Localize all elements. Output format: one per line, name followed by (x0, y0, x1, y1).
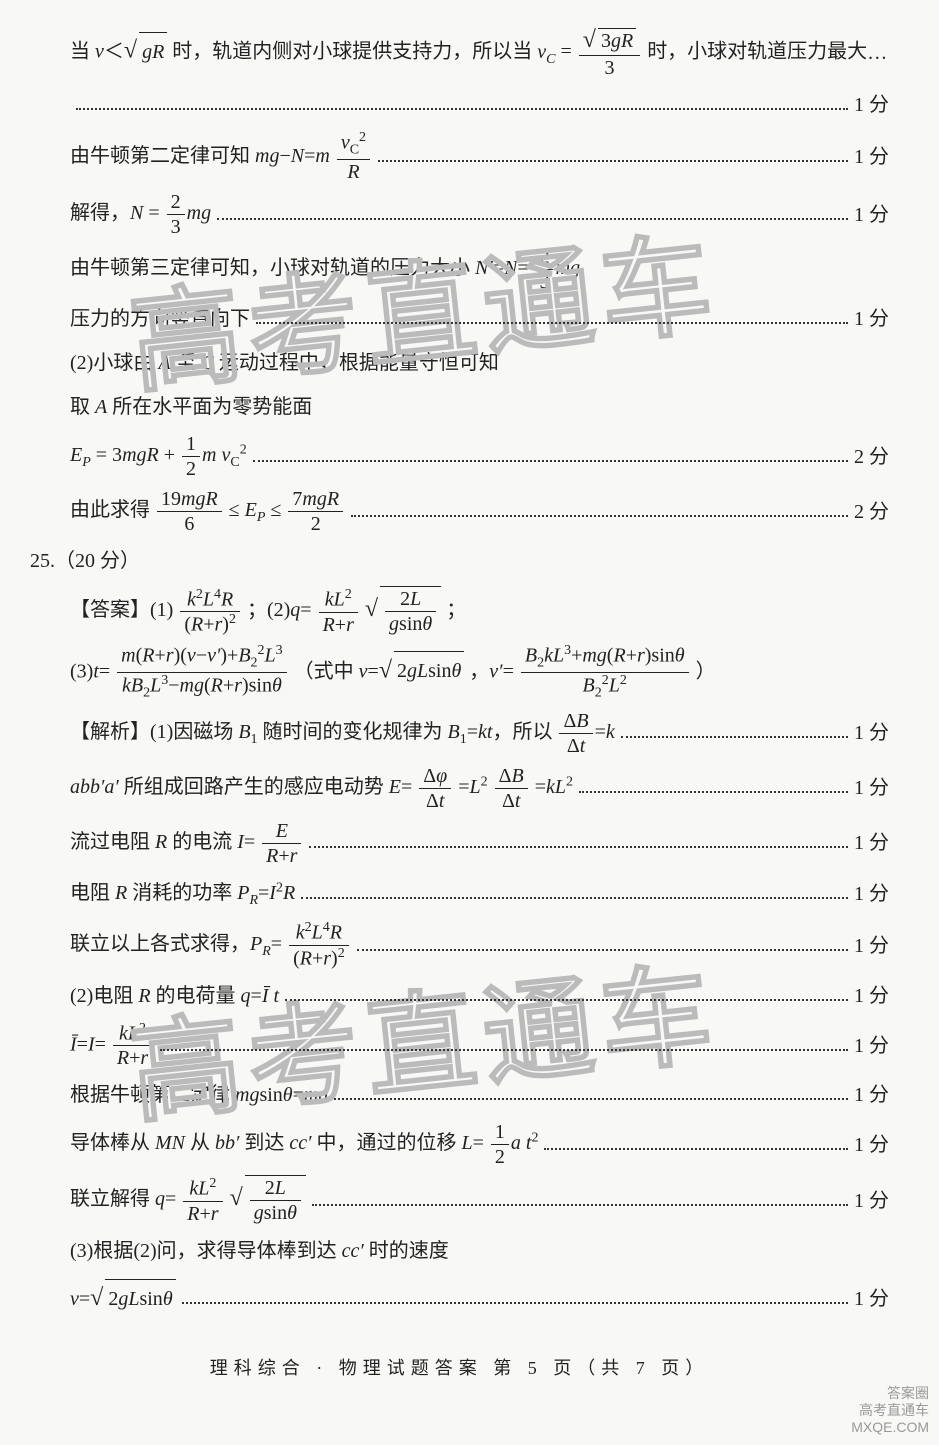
dots (351, 515, 848, 517)
text: 25.（20 分） (30, 542, 140, 580)
score: 1 分 (854, 714, 889, 752)
text: 联立以上各式求得，PR= k2L4R(R+r)2 (70, 920, 351, 970)
dots (579, 791, 848, 793)
corner-watermark: 答案圈 高考直通车 MXQE.COM (851, 1385, 929, 1435)
score: 1 分 (854, 977, 889, 1015)
solution-line: 根据牛顿第二定律 mgsinθ=ma 1 分 (30, 1076, 889, 1114)
solution-line: 解得，N = 23mg 1 分 (30, 190, 889, 239)
solution-line: v=√2gLsinθ 1 分 (30, 1276, 889, 1322)
dots (217, 218, 848, 220)
answer-line: (3)t= m(R+r)(v−v′)+B22L3 kB2L3−mg(R+r)si… (30, 643, 889, 703)
text: 由牛顿第三定律可知，小球对轨道的压力大小 N′=N= 23mg (70, 245, 580, 294)
solution-line: 【解析】(1)因磁场 B1 随时间的变化规律为 B1=kt，所以 ΔBΔt=k … (30, 709, 889, 758)
dots (621, 736, 848, 738)
solution-line: 导体棒从 MN 从 bb′ 到达 cc′ 中，通过的位移 L= 12a t2 1… (30, 1120, 889, 1169)
text: 压力的方向竖直向下 (70, 300, 250, 338)
page-footer: 理科综合 · 物理试题答案 第 5 页（共 7 页） (30, 1351, 889, 1385)
score: 1 分 (854, 1280, 889, 1318)
score: 1 分 (854, 196, 889, 234)
score: 2 分 (854, 438, 889, 476)
dots (544, 1148, 848, 1150)
score: 1 分 (854, 769, 889, 807)
solution-line: 1 分 (30, 86, 889, 124)
text: (3)根据(2)问，求得导体棒到达 cc′ 时的速度 (70, 1232, 449, 1270)
text: abb′a′ 所组成回路产生的感应电动势 E= ΔφΔt =L2 ΔBΔt =k… (70, 764, 573, 813)
solution-line: 联立解得 q= kL2R+r √2Lgsinθ 1 分 (30, 1175, 889, 1225)
solution-line: 取 A 所在水平面为零势能面 (30, 388, 889, 426)
text: 电阻 R 消耗的功率 PR=I2R (70, 874, 295, 915)
solution-line: 流过电阻 R 的电流 I= ER+r 1 分 (30, 819, 889, 868)
text: 取 A 所在水平面为零势能面 (70, 388, 312, 426)
corner-line: 答案圈 (851, 1385, 929, 1402)
text: (2)小球由 A 至 C 运动过程中，根据能量守恒可知 (70, 344, 499, 382)
dots (334, 1098, 848, 1100)
solution-line: (2)电阻 R 的电荷量 q=Ī t 1 分 (30, 977, 889, 1015)
text: Ī=I= kL2R+r (70, 1021, 154, 1071)
solution-line: 由此求得 19mgR6 ≤ EP ≤ 7mgR2 2 分 (30, 487, 889, 536)
answer-line: 【答案】(1) k2L4R(R+r)2 ；(2)q= kL2R+r √2Lgsi… (30, 586, 889, 637)
text: 联立解得 q= kL2R+r √2Lgsinθ (70, 1175, 306, 1225)
corner-line: MXQE.COM (851, 1419, 929, 1436)
dots (309, 846, 848, 848)
solution-line: 当 v＜√gR 时，轨道内侧对小球提供支持力，所以当 vC = √3gR3 时，… (30, 26, 889, 80)
solution-line: 由牛顿第二定律可知 mg−N=m vC2R 1 分 (30, 130, 889, 184)
text: (2)电阻 R 的电荷量 q=Ī t (70, 977, 279, 1015)
text: 根据牛顿第二定律 mgsinθ=ma (70, 1076, 328, 1114)
dots (312, 1204, 848, 1206)
text: 流过电阻 R 的电流 I= ER+r (70, 819, 303, 868)
text: 【答案】(1) k2L4R(R+r)2 ；(2)q= kL2R+r √2Lgsi… (70, 586, 466, 637)
dots (160, 1049, 848, 1051)
score: 1 分 (854, 86, 889, 124)
dots (378, 160, 848, 162)
question-header: 25.（20 分） (30, 542, 889, 580)
dots (253, 460, 848, 462)
text: 当 v＜√gR 时，轨道内侧对小球提供支持力，所以当 vC = √3gR3 时，… (70, 26, 867, 80)
score: 1 分 (854, 875, 889, 913)
score: 1 分 (854, 1126, 889, 1164)
score: 1 分 (854, 300, 889, 338)
dots (301, 897, 848, 899)
text: EP = 3mgR + 12m vC2 (70, 432, 247, 481)
dots (182, 1302, 848, 1304)
text: 由牛顿第二定律可知 mg−N=m vC2R (70, 130, 372, 184)
score: 1 分 (854, 1076, 889, 1114)
dots (256, 322, 848, 324)
solution-line: EP = 3mgR + 12m vC2 2 分 (30, 432, 889, 481)
score: 2 分 (854, 493, 889, 531)
solution-line: Ī=I= kL2R+r 1 分 (30, 1021, 889, 1071)
dots (76, 108, 848, 110)
solution-line: (2)小球由 A 至 C 运动过程中，根据能量守恒可知 (30, 344, 889, 382)
text: v=√2gLsinθ (70, 1276, 176, 1322)
score: 1 分 (854, 824, 889, 862)
corner-line: 高考直通车 (851, 1402, 929, 1419)
score: 1 分 (854, 1182, 889, 1220)
score: 1 分 (854, 1027, 889, 1065)
text: (3)t= m(R+r)(v−v′)+B22L3 kB2L3−mg(R+r)si… (70, 643, 716, 703)
page-root: 高考直通车 高考直通车 当 v＜√gR 时，轨道内侧对小球提供支持力，所以当 v… (0, 0, 939, 1445)
dots (285, 999, 848, 1001)
solution-line: 电阻 R 消耗的功率 PR=I2R 1 分 (30, 874, 889, 915)
text: 【解析】(1)因磁场 B1 随时间的变化规律为 B1=kt，所以 ΔBΔt=k (70, 709, 615, 758)
text: 由此求得 19mgR6 ≤ EP ≤ 7mgR2 (70, 487, 345, 536)
dots (357, 949, 848, 951)
text: 导体棒从 MN 从 bb′ 到达 cc′ 中，通过的位移 L= 12a t2 (70, 1120, 538, 1169)
score: 1 分 (854, 927, 889, 965)
text: 解得，N = 23mg (70, 190, 211, 239)
solution-line: abb′a′ 所组成回路产生的感应电动势 E= ΔφΔt =L2 ΔBΔt =k… (30, 764, 889, 813)
solution-line: 压力的方向竖直向下 1 分 (30, 300, 889, 338)
score: 1 分 (854, 138, 889, 176)
score: … (867, 34, 887, 72)
solution-line: 联立以上各式求得，PR= k2L4R(R+r)2 1 分 (30, 920, 889, 970)
solution-line: (3)根据(2)问，求得导体棒到达 cc′ 时的速度 (30, 1232, 889, 1270)
solution-line: 由牛顿第三定律可知，小球对轨道的压力大小 N′=N= 23mg (30, 245, 889, 294)
